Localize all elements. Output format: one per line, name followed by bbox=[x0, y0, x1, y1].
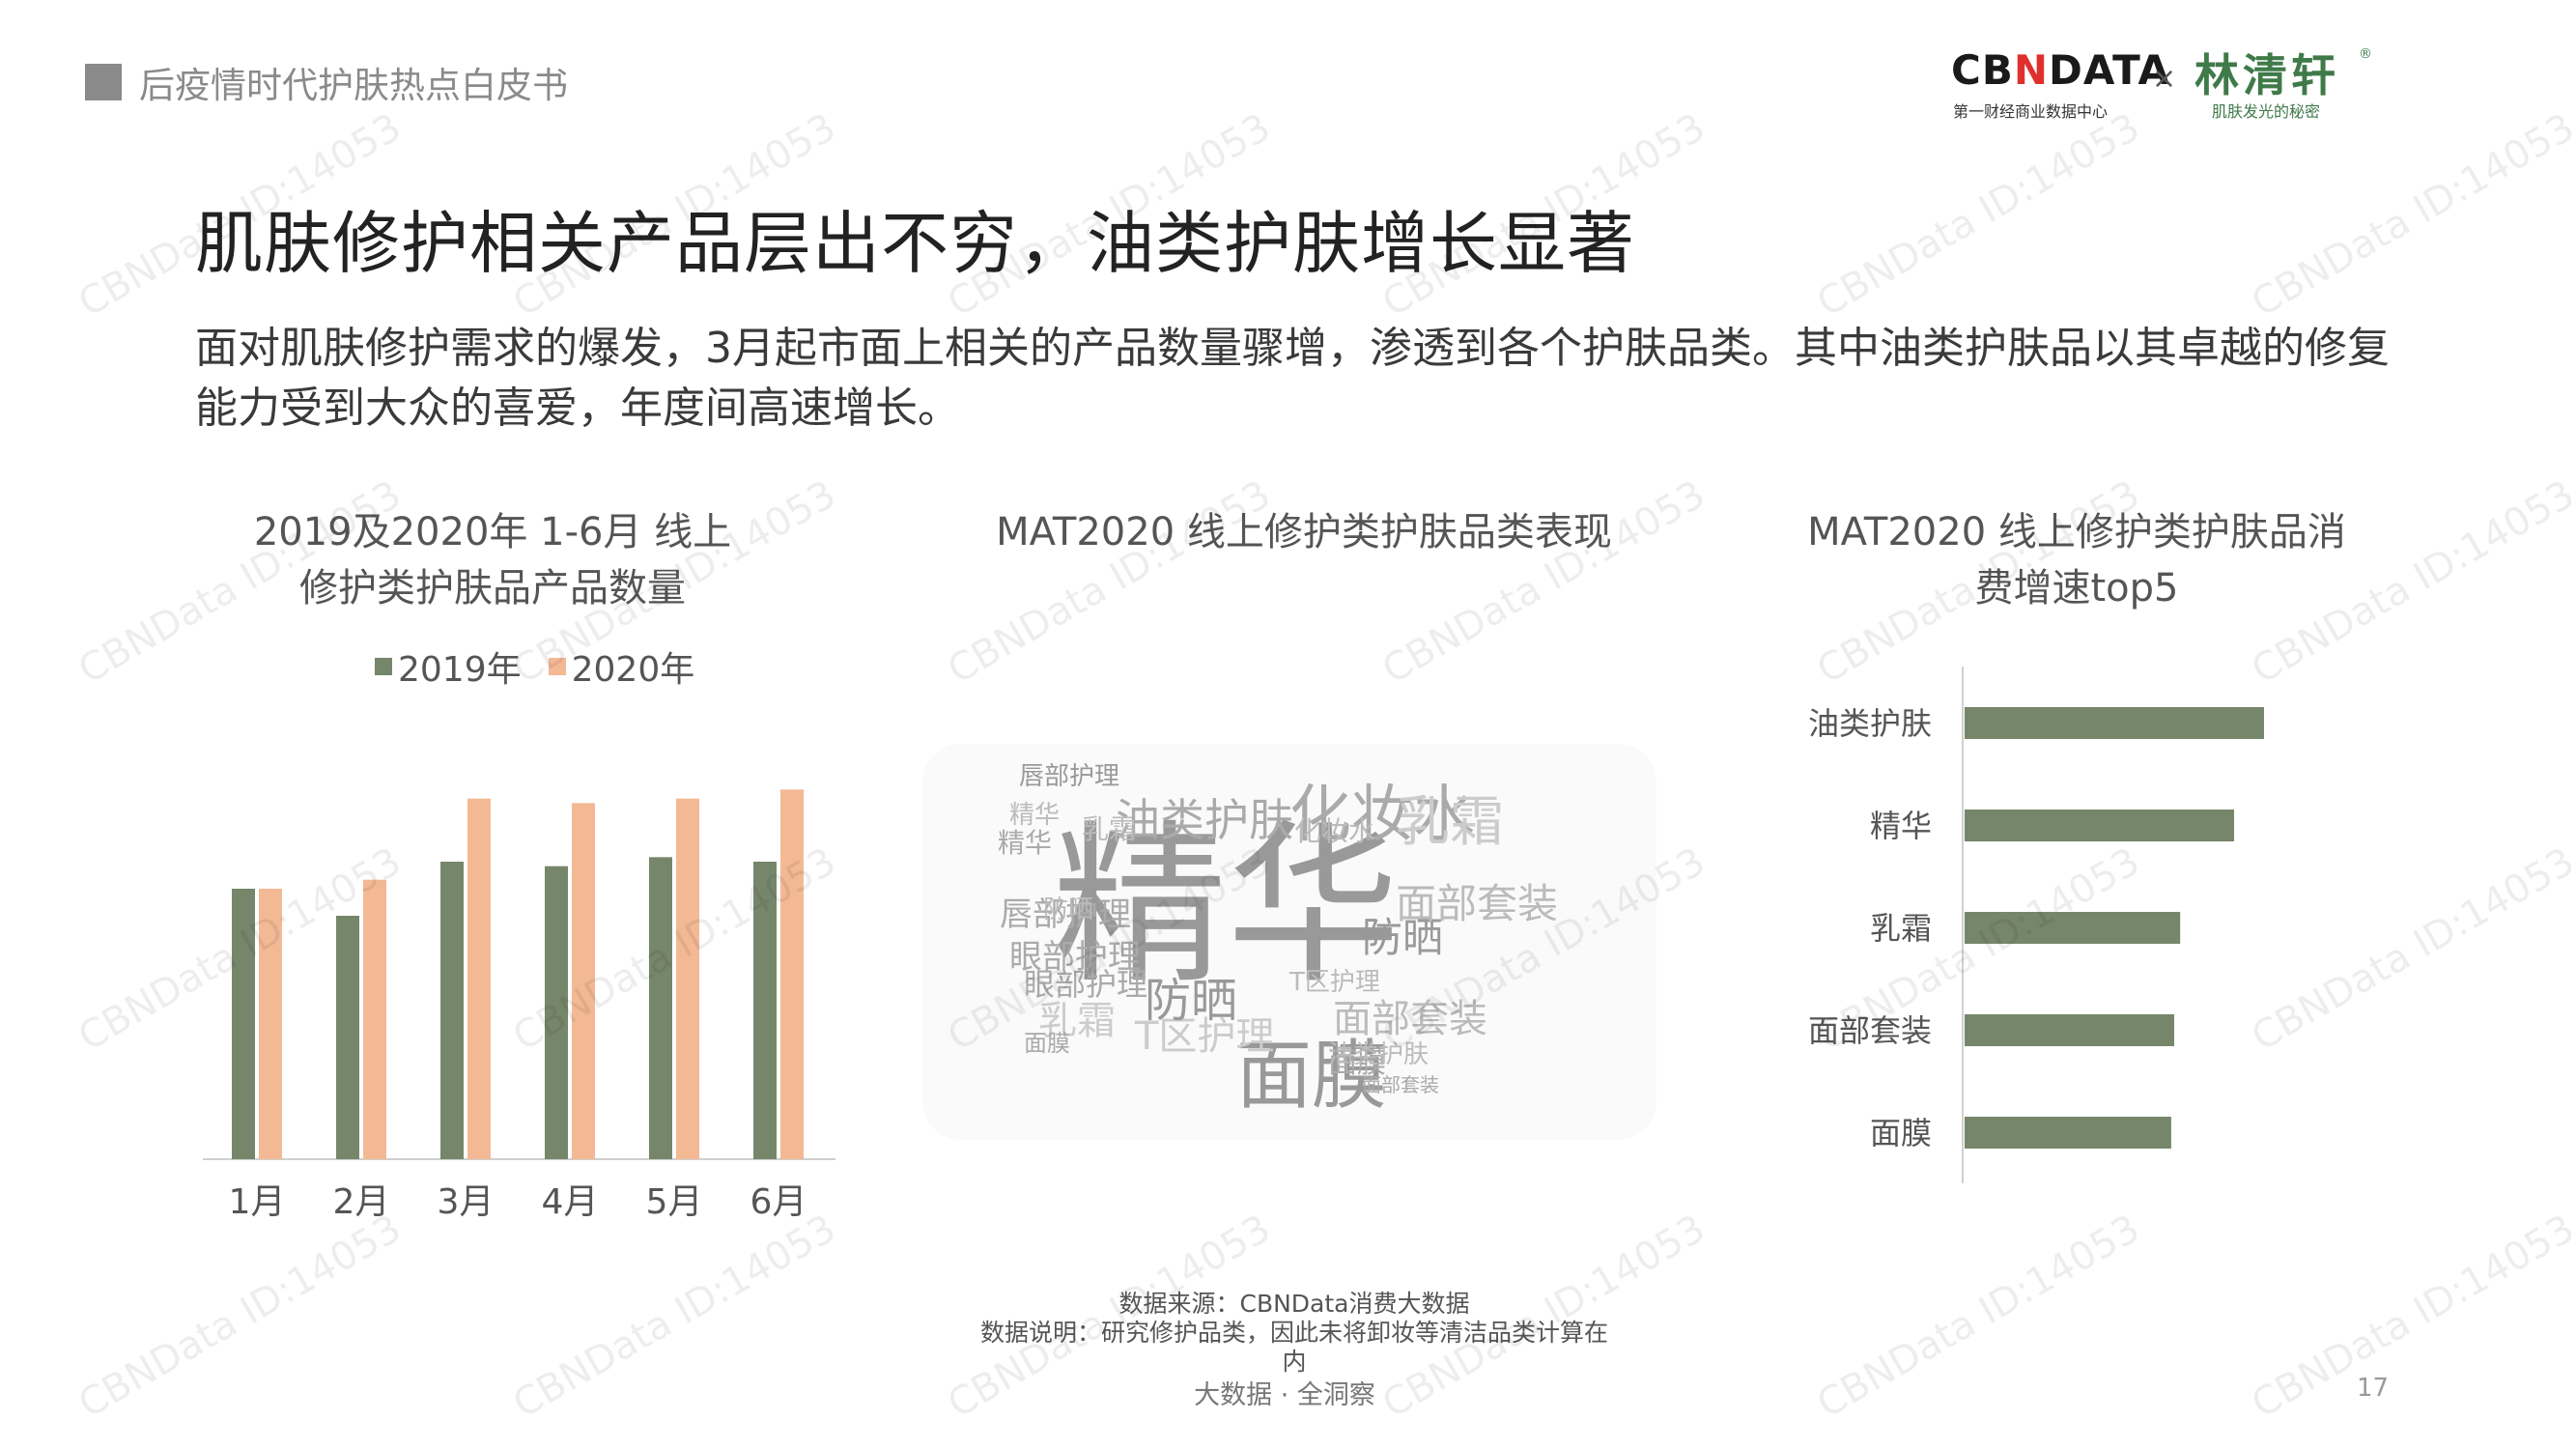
watermark-text: CBNData ID:14053 bbox=[505, 1206, 844, 1428]
word-cloud-word: 精华 bbox=[1009, 801, 1060, 830]
hbar-面膜 bbox=[1965, 1117, 2171, 1149]
word-cloud-word: 面部套装 bbox=[1333, 997, 1487, 1041]
footnote-note-cont: 内 bbox=[1282, 1348, 1307, 1376]
footnote: 数据来源：CBNData消费大数据 数据说明：研究修护品类，因此未将卸妆等清洁品… bbox=[947, 1290, 1642, 1377]
x-tick-label: 4月 bbox=[542, 1182, 599, 1222]
registered-mark: ® bbox=[2359, 46, 2372, 62]
word-cloud-word: T区护理 bbox=[1288, 968, 1380, 997]
bar-2020年-5月 bbox=[676, 798, 699, 1159]
word-cloud-word: 唇部护理 bbox=[1019, 762, 1119, 791]
footer-tagline: 大数据 · 全洞察 bbox=[1194, 1380, 1375, 1410]
page-number: 17 bbox=[2357, 1374, 2390, 1403]
y-tick-label: 精华 bbox=[1870, 808, 1932, 844]
word-cloud-word: 油类护肤 bbox=[1116, 794, 1293, 846]
chart1-legend: 2019年 2020年 bbox=[375, 641, 694, 692]
bar-2020年-6月 bbox=[780, 789, 804, 1159]
hbar-精华 bbox=[1965, 810, 2234, 841]
legend-swatch-2020 bbox=[548, 658, 566, 675]
chart1-title: 2019及2020年 1-6月 线上 修护类护肤品产品数量 bbox=[203, 504, 782, 616]
word-cloud-word: 防晒 bbox=[1145, 974, 1237, 1028]
bar-2019年-5月 bbox=[649, 857, 672, 1159]
x-tick-label: 5月 bbox=[646, 1182, 703, 1222]
y-tick-label: 面膜 bbox=[1870, 1115, 1932, 1151]
bar-2020年-1月 bbox=[259, 889, 282, 1159]
x-tick-label: 1月 bbox=[229, 1182, 286, 1222]
word-cloud-word: 面膜 bbox=[1236, 1033, 1387, 1120]
watermark-text: CBNData ID:14053 bbox=[2244, 1206, 2576, 1428]
watermark-text: CBNData ID:14053 bbox=[2244, 104, 2576, 327]
cbndata-logo: CBNDATA bbox=[1951, 46, 2171, 94]
y-tick-label: 面部套装 bbox=[1808, 1012, 1932, 1049]
legend-label-2020: 2020年 bbox=[571, 650, 695, 690]
watermark-text: CBNData ID:14053 bbox=[1809, 104, 2148, 327]
y-tick-label: 乳霜 bbox=[1870, 910, 1932, 947]
word-cloud-word: 唇部护理 bbox=[1000, 895, 1131, 934]
word-cloud-word: 精华 bbox=[1053, 806, 1401, 1008]
word-cloud-word: 面膜 bbox=[1024, 1030, 1070, 1057]
word-cloud-word: 乳霜 bbox=[1082, 813, 1136, 845]
word-cloud-word: 化妆水 bbox=[1294, 815, 1375, 847]
header-square-icon bbox=[85, 64, 122, 100]
word-cloud-word: 化妆水 bbox=[1289, 780, 1475, 851]
x-tick-label: 6月 bbox=[750, 1182, 807, 1222]
bar-2020年-3月 bbox=[467, 798, 491, 1159]
word-cloud-word: 防晒 bbox=[1043, 895, 1093, 924]
chart3-title-line1: MAT2020 线上修护类护肤品消 bbox=[1807, 510, 2346, 554]
word-cloud-word: 眼部护理 bbox=[1024, 966, 1147, 1003]
watermark-text: CBNData ID:14053 bbox=[1809, 1206, 2148, 1428]
legend-item-2019: 2019年 bbox=[375, 641, 522, 692]
cbndata-logo-subtitle: 第一财经商业数据中心 bbox=[1953, 102, 2109, 121]
word-cloud-word: 精华 bbox=[998, 827, 1052, 859]
monthly-bar-chart: 1月 2月 3月 4月 5月 6月 bbox=[203, 789, 835, 1222]
bar-2020年-4月 bbox=[572, 803, 595, 1159]
chart1-title-line2: 修护类护肤品产品数量 bbox=[299, 566, 686, 611]
linqingxuan-logo-subtitle: 肌肤发光的秘密 bbox=[2212, 102, 2321, 121]
footnote-source: 数据来源：CBNData消费大数据 bbox=[1118, 1290, 1470, 1318]
chart3-title: MAT2020 线上修护类护肤品消 费增速top5 bbox=[1787, 504, 2366, 616]
legend-item-2020: 2020年 bbox=[548, 641, 695, 692]
chart3-title-line2: 费增速top5 bbox=[1974, 566, 2179, 611]
x-tick-label: 2月 bbox=[333, 1182, 390, 1222]
hbar-油类护肤 bbox=[1965, 707, 2264, 739]
header-tag-text: 后疫情时代护肤热点白皮书 bbox=[139, 65, 568, 106]
bar-2019年-6月 bbox=[753, 862, 777, 1159]
word-cloud-word: 防晒 bbox=[1362, 914, 1443, 961]
word-cloud-word: 面膜 bbox=[1328, 1046, 1386, 1080]
hbar-面部套装 bbox=[1965, 1014, 2174, 1046]
chart2-title: MAT2020 线上修护类护肤品类表现 bbox=[996, 510, 1612, 554]
header-tag: 后疫情时代护肤热点白皮书 bbox=[85, 60, 568, 106]
chart1-title-line1: 2019及2020年 1-6月 线上 bbox=[253, 510, 732, 554]
legend-label-2019: 2019年 bbox=[398, 650, 522, 690]
page-title: 肌肤修护相关产品层出不穷，油类护肤增长显著 bbox=[195, 204, 1635, 283]
category-word-cloud: 精华 面膜 化妆水 油类护肤 乳霜 防晒 面部套装 唇部护理 眼部护理 T区护理 精华 乳霜 防晒 面膜化… bbox=[922, 744, 1656, 1140]
word-cloud-word: 面部套装 bbox=[1362, 1073, 1439, 1096]
bar-2019年-3月 bbox=[440, 862, 464, 1159]
brand-logos: CBNDATA 第一财经商业数据中心 × 林清轩 肌肤发光的秘密 ® bbox=[1941, 39, 2386, 135]
word-cloud-word: 眼部护理 bbox=[1009, 938, 1141, 977]
bar-2019年-1月 bbox=[232, 889, 255, 1159]
page-description: 面对肌肤修护需求的爆发，3月起市面上相关的产品数量骤增，渗透到各个护肤品类。其中… bbox=[195, 324, 2390, 433]
linqingxuan-logo: 林清轩 bbox=[2194, 49, 2339, 101]
bar-2019年-4月 bbox=[545, 866, 568, 1159]
footnote-note: 数据说明：研究修护品类，因此未将卸妆等清洁品类计算在 bbox=[979, 1319, 1608, 1347]
watermark-text: CBNData ID:14053 bbox=[71, 1206, 410, 1428]
word-cloud-word: T区护理 bbox=[1134, 1014, 1274, 1059]
bar-2019年-2月 bbox=[336, 916, 359, 1159]
legend-swatch-2019 bbox=[375, 658, 392, 675]
logo-separator: × bbox=[2152, 62, 2177, 96]
x-tick-label: 3月 bbox=[438, 1182, 495, 1222]
word-cloud-word: 乳霜 bbox=[1038, 999, 1116, 1043]
bar-2020年-2月 bbox=[363, 879, 386, 1159]
word-cloud-word: 油类护肤 bbox=[1328, 1040, 1429, 1069]
y-tick-label: 油类护肤 bbox=[1808, 705, 1932, 742]
word-cloud-word: 乳霜 bbox=[1396, 791, 1504, 854]
hbar-乳霜 bbox=[1965, 912, 2181, 944]
word-cloud-word: 面部套装 bbox=[1396, 880, 1558, 927]
